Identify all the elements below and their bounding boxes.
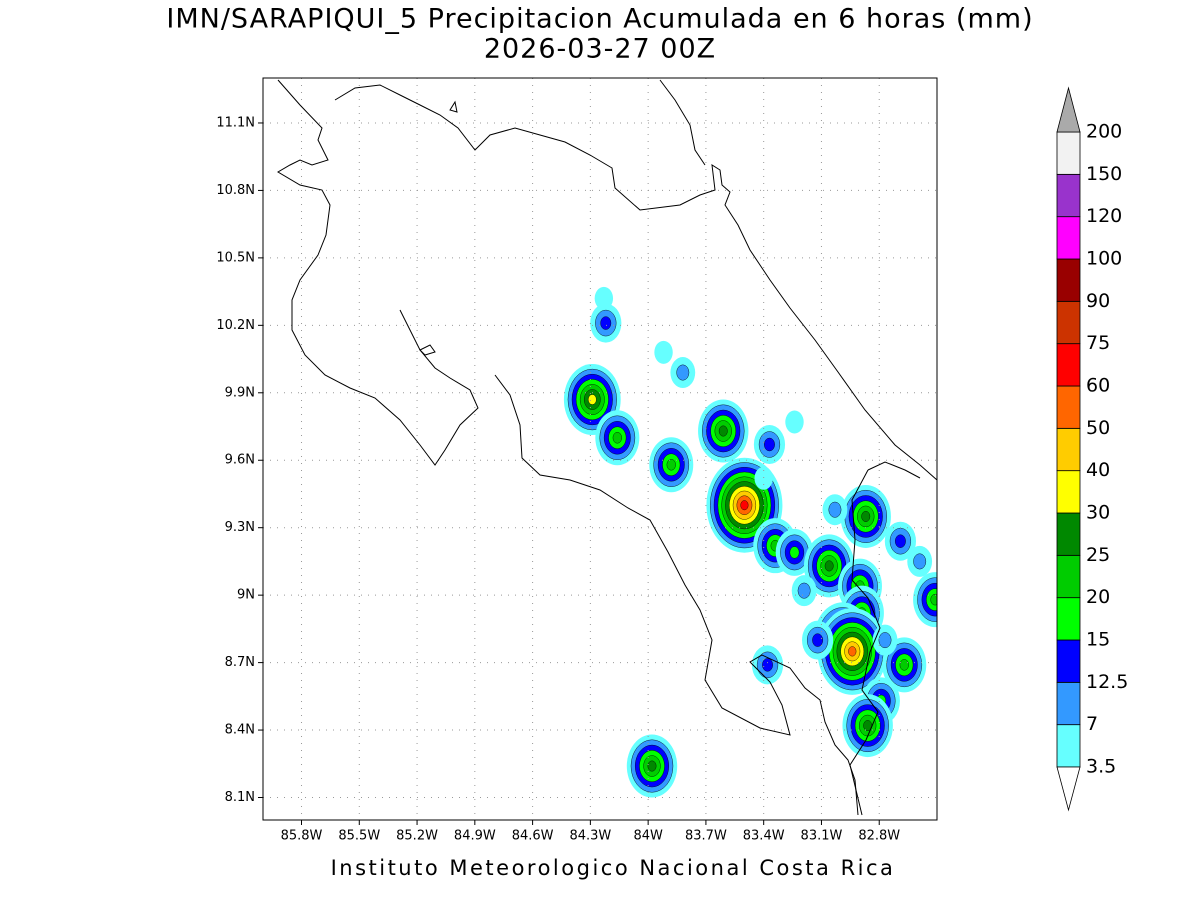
colorbar-segment	[1056, 512, 1081, 556]
coast-nicaragua	[277, 79, 479, 466]
precip-contour	[930, 593, 937, 606]
precip-contour	[676, 364, 690, 381]
colorbar-segment	[1056, 597, 1081, 641]
precip-contour	[764, 437, 775, 452]
precip-contour	[878, 632, 892, 649]
x-tick-label: 83.1W	[801, 829, 843, 844]
colorbar-segment	[1056, 470, 1081, 514]
precip-contour	[647, 760, 657, 772]
x-tick-label: 84.3W	[569, 829, 611, 844]
precip-contour	[762, 658, 773, 672]
coast-island	[419, 100, 458, 356]
x-tick-label: 84W	[633, 829, 663, 844]
coast-pacific	[494, 374, 859, 816]
precip-contour	[824, 560, 834, 572]
colorbar-label: 12.5	[1086, 671, 1128, 693]
colorbar-segment	[1056, 300, 1081, 345]
colorbar-label: 120	[1086, 205, 1122, 227]
precip-contour	[812, 633, 824, 647]
x-tick-label: 85.5W	[338, 829, 380, 844]
colorbar-label: 30	[1086, 502, 1110, 524]
precip-contour	[913, 553, 927, 570]
precip-contour	[594, 286, 614, 310]
x-tick-label: 83.7W	[685, 829, 727, 844]
colorbar-label: 40	[1086, 459, 1110, 481]
x-tick-label: 84.6W	[512, 829, 554, 844]
colorbar-segment	[1056, 173, 1081, 218]
colorbar-label: 15	[1086, 629, 1110, 651]
colorbar-under	[1056, 766, 1081, 812]
x-tick-label: 82.8W	[858, 829, 900, 844]
credit: Instituto Meteorologico Nacional Costa R…	[331, 856, 896, 880]
x-tick-label: 85.2W	[396, 829, 438, 844]
precip-layer	[563, 286, 937, 798]
colorbar-segment	[1056, 427, 1081, 472]
x-tick-label: 83.4W	[743, 829, 785, 844]
precip-contour	[861, 511, 871, 522]
map-frame	[262, 77, 938, 821]
colorbar-label: 200	[1086, 121, 1122, 143]
y-tick-label: 10.5N	[216, 250, 255, 265]
y-tick-label: 8.1N	[225, 790, 255, 805]
y-tick-label: 10.2N	[216, 318, 255, 333]
map-title: IMN/SARAPIQUI_5 Precipitacion Acumulada …	[166, 4, 1033, 35]
border-panama	[849, 461, 921, 816]
colorbar-segment	[1056, 554, 1081, 599]
x-tick-label: 85.8W	[281, 829, 323, 844]
colorbar-segment	[1056, 724, 1081, 768]
y-tick-label: 9.6N	[225, 453, 255, 468]
y-tick-label: 9.3N	[225, 520, 255, 535]
colorbar-label: 7	[1086, 713, 1098, 735]
precip-contour	[588, 394, 597, 405]
precip-contour	[785, 410, 804, 434]
colorbar-segment	[1056, 131, 1081, 175]
y-tick-label: 11.1N	[216, 115, 255, 130]
precip-contour	[654, 340, 673, 364]
colorbar-label: 150	[1086, 163, 1122, 185]
precip-contour	[754, 466, 773, 490]
colorbar-segment	[1056, 343, 1081, 387]
colorbar-segment	[1056, 385, 1081, 429]
precip-contour	[740, 500, 749, 511]
y-tick-label: 9N	[237, 588, 255, 603]
colorbar-label: 20	[1086, 586, 1110, 608]
precip-contour	[600, 316, 612, 330]
colorbar-label: 90	[1086, 290, 1110, 312]
colorbar-label: 100	[1086, 248, 1122, 270]
coast-north	[334, 84, 938, 481]
colorbar-label: 25	[1086, 544, 1110, 566]
precip-contour	[789, 546, 800, 559]
map-subtitle: 2026-03-27 00Z	[484, 34, 716, 65]
precip-contour	[895, 534, 906, 548]
precip-contour	[797, 582, 811, 599]
y-tick-label: 8.4N	[225, 723, 255, 738]
precip-contour	[848, 646, 857, 657]
precip-contour	[612, 432, 622, 444]
x-tick-label: 84.9W	[454, 829, 496, 844]
colorbar-label: 3.5	[1086, 756, 1116, 778]
precip-contour	[718, 425, 728, 437]
coastline	[277, 79, 938, 816]
colorbar-label: 60	[1086, 375, 1110, 397]
layers	[258, 78, 937, 825]
colorbar-segment	[1056, 216, 1081, 260]
colorbar-segment	[1056, 258, 1081, 302]
coast-north-2	[659, 79, 706, 166]
colorbar-label: 50	[1086, 417, 1110, 439]
colorbar-segment	[1056, 681, 1081, 726]
precip-contour	[666, 459, 676, 471]
y-tick-label: 9.9N	[225, 385, 255, 400]
precip-contour	[899, 659, 909, 671]
colorbar-over	[1056, 86, 1081, 133]
precip-contour	[828, 501, 842, 518]
colorbar-label: 75	[1086, 332, 1110, 354]
colorbar-segment	[1056, 639, 1081, 683]
y-tick-label: 8.7N	[225, 655, 255, 670]
y-tick-label: 10.8N	[216, 183, 255, 198]
